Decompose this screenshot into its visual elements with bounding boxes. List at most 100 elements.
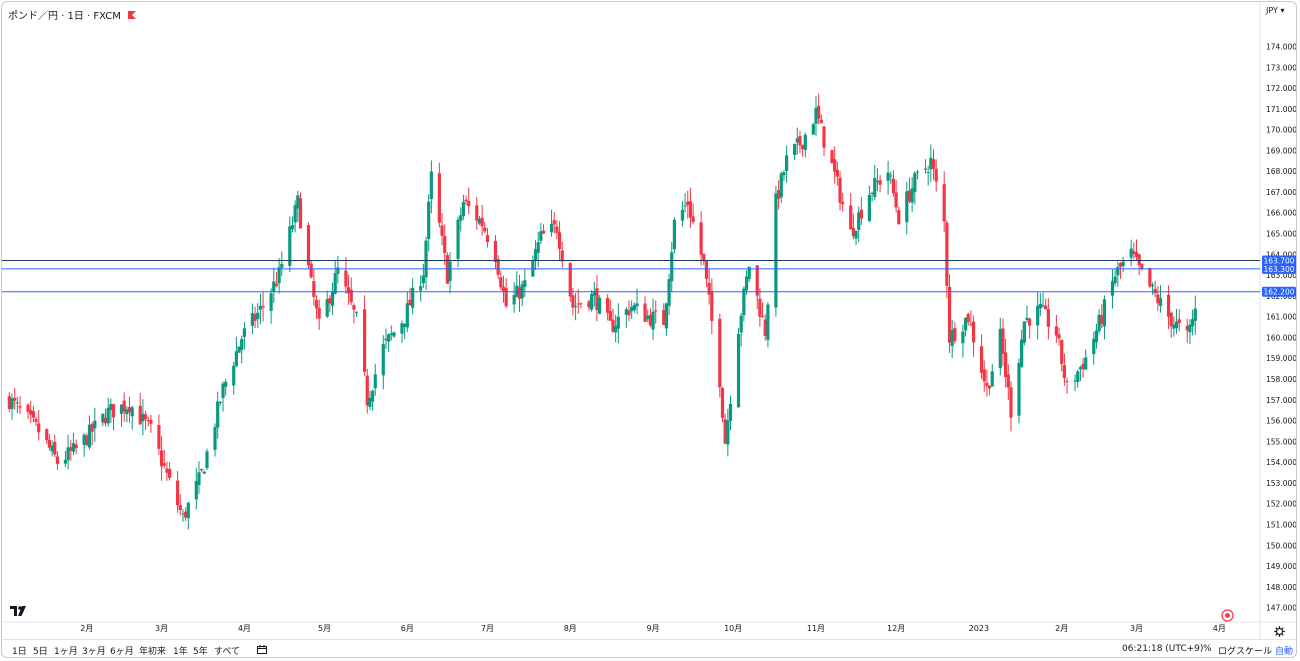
y-tick-label: 153.000 bbox=[1266, 479, 1297, 488]
currency-unit-selector[interactable]: JPY ▾ bbox=[1266, 6, 1285, 15]
horizontal-line-label: 162.200 bbox=[1263, 288, 1294, 297]
candle-body bbox=[90, 424, 94, 432]
candle-body bbox=[926, 172, 930, 174]
candle-body bbox=[1100, 315, 1104, 325]
log-scale-toggle[interactable]: ログスケール bbox=[1218, 647, 1273, 657]
candle-body bbox=[1148, 267, 1152, 287]
y-tick-label: 157.000 bbox=[1266, 396, 1297, 405]
candle-body bbox=[47, 439, 52, 448]
candle-body bbox=[886, 172, 890, 181]
range-5d-button[interactable]: 5日 bbox=[33, 647, 48, 657]
tradingview-logo-icon[interactable] bbox=[10, 605, 30, 617]
candle-body bbox=[293, 205, 297, 223]
range-5y-button[interactable]: 5年 bbox=[193, 647, 208, 657]
candle-body bbox=[387, 334, 391, 342]
candle-body bbox=[568, 263, 572, 297]
candle-body bbox=[1092, 338, 1096, 355]
candle-body bbox=[614, 325, 618, 333]
candle-body bbox=[857, 212, 861, 230]
candle-body bbox=[218, 401, 222, 403]
candle-body bbox=[870, 192, 874, 194]
range-1y-button[interactable]: 1年 bbox=[173, 647, 188, 657]
candle-body bbox=[384, 338, 388, 341]
range-3m-button[interactable]: 3ヶ月 bbox=[82, 647, 106, 657]
calendar-range-icon[interactable] bbox=[257, 645, 267, 654]
candle-body bbox=[464, 199, 468, 202]
candle-body bbox=[744, 276, 749, 291]
candle-body bbox=[1113, 276, 1117, 284]
candle-body bbox=[101, 413, 105, 423]
percent-scale-toggle[interactable]: % bbox=[1203, 644, 1212, 654]
candle-body bbox=[333, 273, 337, 294]
candle-body bbox=[702, 253, 706, 262]
candle-body bbox=[923, 168, 928, 170]
candle-body bbox=[533, 249, 538, 260]
y-tick-label: 171.000 bbox=[1266, 105, 1297, 114]
candle-body bbox=[1028, 318, 1032, 326]
candle-body bbox=[456, 219, 460, 259]
replay-icon[interactable] bbox=[1221, 609, 1234, 622]
candle-body bbox=[122, 400, 126, 412]
candle-body bbox=[274, 283, 279, 286]
candle-body bbox=[258, 305, 263, 310]
candle-body bbox=[349, 289, 353, 303]
candle-body bbox=[352, 305, 356, 310]
candle-body bbox=[803, 134, 807, 151]
candle-body bbox=[878, 180, 882, 185]
candle-body bbox=[1084, 357, 1088, 370]
candle-body bbox=[429, 171, 433, 200]
candle-body bbox=[125, 409, 129, 415]
candle-body bbox=[531, 260, 535, 277]
candle-body bbox=[296, 195, 300, 209]
candle-body bbox=[221, 383, 225, 399]
candle-body bbox=[867, 194, 872, 221]
candle-body bbox=[841, 202, 845, 205]
price-chart[interactable]: 147.000 148.000 149.000 150.000 151.000 152.0… bbox=[2, 2, 1297, 639]
candle-body bbox=[119, 404, 124, 414]
candle-body bbox=[541, 230, 546, 234]
gear-icon[interactable] bbox=[1274, 626, 1285, 637]
range-1d-button[interactable]: 1日 bbox=[12, 647, 27, 657]
x-tick-label: 3月 bbox=[1130, 624, 1143, 633]
candle-body bbox=[571, 295, 575, 308]
timezone-clock[interactable]: 06:21:18 (UTC+9) bbox=[1122, 644, 1204, 654]
symbol-title[interactable]: ポンド／円 · 1日 · FXCM bbox=[8, 11, 121, 22]
candle-body bbox=[595, 288, 599, 311]
auto-scale-toggle[interactable]: 自動 bbox=[1275, 647, 1294, 657]
range-6m-button[interactable]: 6ヶ月 bbox=[110, 647, 134, 657]
candle-body bbox=[461, 202, 466, 217]
candle-body bbox=[662, 309, 666, 326]
candle-body bbox=[947, 286, 952, 343]
candle-body bbox=[34, 418, 38, 422]
candle-body bbox=[130, 407, 134, 417]
candle-body bbox=[699, 222, 703, 255]
candle-body bbox=[1044, 305, 1048, 310]
candle-body bbox=[606, 297, 610, 313]
candle-body bbox=[381, 344, 385, 376]
candle-body bbox=[683, 205, 687, 207]
candle-body bbox=[1057, 334, 1061, 339]
range-1m-button[interactable]: 1ヶ月 bbox=[54, 647, 78, 657]
candle-body bbox=[445, 255, 449, 284]
candle-body bbox=[1156, 294, 1160, 304]
candle-body bbox=[197, 472, 201, 485]
range-all-button[interactable]: すべて bbox=[214, 647, 241, 657]
y-tick-label: 149.000 bbox=[1266, 562, 1297, 571]
candle-body bbox=[504, 288, 508, 307]
candle-body bbox=[587, 301, 591, 308]
candle-body bbox=[312, 281, 316, 297]
candle-body bbox=[485, 235, 490, 243]
candle-body bbox=[127, 407, 132, 413]
candle-body bbox=[87, 424, 92, 448]
candle-body bbox=[1166, 294, 1171, 317]
symbol-legend[interactable]: ポンド／円 · 1日 · FXCM bbox=[8, 7, 136, 22]
candle-body bbox=[616, 316, 620, 329]
candle-body bbox=[403, 323, 407, 327]
candle-body bbox=[165, 468, 169, 473]
candle-body bbox=[536, 242, 540, 253]
candle-body bbox=[280, 264, 284, 268]
range-ytd-button[interactable]: 年初来 bbox=[139, 647, 167, 657]
candle-body bbox=[176, 480, 180, 506]
candle-body bbox=[253, 313, 257, 321]
candle-body bbox=[627, 310, 631, 316]
